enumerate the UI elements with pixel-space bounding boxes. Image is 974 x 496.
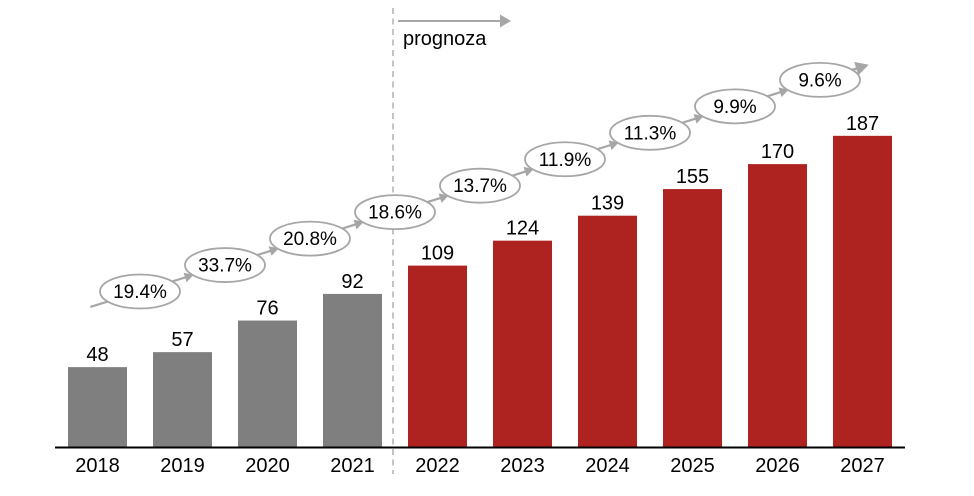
x-axis-tick-label: 2018 — [75, 455, 120, 477]
growth-rate-label: 18.6% — [368, 203, 422, 224]
growth-trend-line — [681, 117, 698, 124]
forecast-label: prognoza — [403, 28, 487, 50]
bar-2024 — [578, 215, 637, 447]
growth-trend-line — [511, 170, 528, 177]
growth-rate-bubble — [184, 247, 266, 283]
x-axis-tick-label: 2023 — [500, 455, 545, 477]
x-axis-tick-label: 2027 — [840, 455, 885, 477]
growth-trend-line — [341, 222, 358, 230]
growth-trend-line — [256, 249, 273, 257]
growth-trend-end-arrowhead-icon — [854, 61, 869, 76]
forecast-arrow-head-icon — [500, 14, 511, 28]
bar-value-label: 57 — [171, 329, 193, 351]
growth-trend-line — [90, 300, 109, 309]
growth-rate-bubble — [779, 62, 861, 98]
bar-value-label: 139 — [591, 193, 624, 215]
bar-value-label: 92 — [341, 271, 363, 293]
bar-2023 — [493, 240, 552, 447]
bar-value-label: 76 — [256, 298, 278, 320]
bar-value-label: 48 — [86, 344, 108, 366]
bar-2019 — [153, 352, 212, 447]
growth-rate-bubble — [99, 273, 181, 310]
bar-2018 — [68, 367, 127, 447]
growth-trend-line — [171, 275, 188, 283]
growth-trend-line — [596, 143, 613, 151]
growth-rate-label: 33.7% — [198, 256, 252, 277]
growth-trend-line — [426, 196, 443, 204]
bar-2021 — [323, 293, 382, 447]
bar-2026 — [748, 164, 807, 447]
x-axis-tick-label: 2021 — [330, 455, 375, 477]
growth-rate-label: 9.6% — [798, 70, 841, 91]
growth-rate-bubble — [694, 88, 776, 125]
x-axis-tick-label: 2020 — [245, 455, 290, 477]
bar-value-label: 170 — [761, 141, 794, 163]
bar-2022 — [408, 265, 467, 447]
growth-rate-label: 11.3% — [624, 123, 677, 144]
growth-trend-line — [766, 90, 783, 98]
bar-2027 — [833, 135, 892, 447]
growth-rate-label: 9.9% — [713, 97, 756, 118]
bar-value-label: 109 — [421, 243, 454, 265]
x-axis-tick-label: 2026 — [755, 455, 800, 477]
growth-rate-bubble — [269, 220, 351, 257]
growth-rate-bubble — [439, 167, 521, 204]
x-axis-tick-label: 2022 — [415, 455, 460, 477]
x-axis-tick-label: 2024 — [585, 455, 630, 477]
bar-value-label: 187 — [846, 113, 879, 135]
bar-2020 — [238, 320, 297, 447]
bar-value-label: 155 — [676, 166, 709, 188]
bar-2025 — [663, 189, 722, 447]
growth-rate-label: 19.4% — [113, 282, 167, 303]
growth-rate-bubble — [524, 141, 606, 178]
growth-rate-bubble — [609, 114, 691, 151]
growth-rate-label: 13.7% — [453, 176, 507, 197]
growth-rate-bubble — [354, 194, 436, 231]
x-axis-tick-label: 2019 — [160, 455, 205, 477]
growth-rate-label: 20.8% — [283, 229, 337, 250]
growth-rate-label: 11.9% — [539, 150, 592, 171]
bar-value-label: 124 — [506, 218, 539, 240]
x-axis-tick-label: 2025 — [670, 455, 715, 477]
